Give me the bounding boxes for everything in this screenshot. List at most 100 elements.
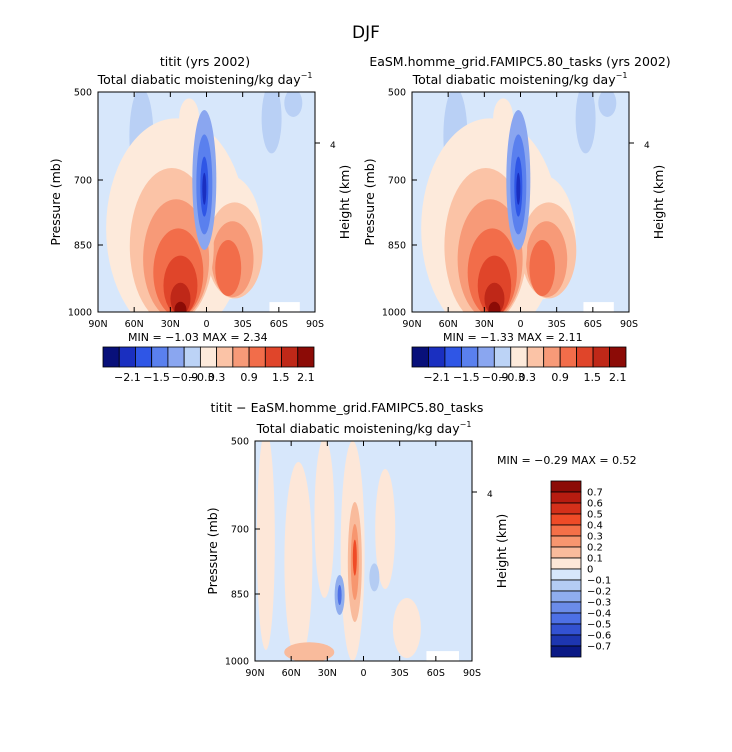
colorbar-tick-label: −0.3 — [498, 371, 525, 384]
panel-2-subtitle-exp: −1 — [616, 71, 628, 80]
colorbar-swatch — [460, 346, 479, 368]
colorbar-swatch — [510, 346, 528, 368]
panel-2-field — [412, 92, 629, 312]
y-tick-label: 500 — [231, 437, 249, 448]
colorbar-swatch — [550, 513, 582, 526]
contour-pos — [484, 282, 505, 312]
contour-neg — [261, 92, 282, 154]
colorbar-tick-label: −1.5 — [453, 371, 480, 384]
panel-1-subtitle-text: Total diabatic moistening/kg day — [97, 72, 302, 87]
colorbar-swatch — [550, 546, 582, 559]
colorbar-tick-label: 0.6 — [587, 499, 603, 510]
contour-pos — [352, 539, 357, 576]
panel-1: titit (yrs 2002) Total diabatic moisteni… — [48, 54, 352, 384]
contour-pos — [529, 240, 556, 296]
colorbar-swatch — [550, 557, 582, 570]
contour-pos — [179, 98, 200, 139]
x-tick-label: 90S — [306, 319, 324, 330]
y-tick-label: 700 — [388, 176, 406, 187]
x-tick-label: 30N — [318, 668, 337, 679]
panel-3-subtitle: Total diabatic moistening/kg day−1 — [256, 420, 472, 436]
panel-3-axis-ticks: 90N 60N 30N 0 30S 60S 90S 500 700 850 1000 — [225, 437, 481, 680]
panel-3-title: titit − EaSM.homme_grid.FAMIPC5.80_tasks — [211, 400, 484, 415]
panel-1-title: titit (yrs 2002) — [160, 54, 250, 69]
x-tick-label: 30N — [475, 319, 494, 330]
colorbar-tick-label: 0.3 — [208, 371, 226, 384]
colorbar-tick-label: 0.1 — [587, 554, 603, 565]
colorbar-tick-label: −0.3 — [188, 371, 215, 384]
contour-neg — [575, 92, 596, 154]
colorbar-swatch — [550, 601, 582, 614]
panel-2-stats: MIN = −1.33 MAX = 2.11 — [443, 331, 583, 344]
colorbar-tick-label: −0.3 — [587, 598, 611, 609]
contour-pos — [493, 98, 514, 139]
colorbar-tick-label: 0.4 — [587, 521, 603, 532]
panel-3-stats: MIN = −0.29 MAX = 0.52 — [497, 454, 637, 467]
y-tick-label: 1000 — [225, 657, 249, 668]
colorbar-swatch — [550, 623, 582, 636]
y-tick-label: 700 — [231, 525, 249, 536]
x-tick-label: 30S — [234, 319, 252, 330]
panel-1-y2-tick-label: 4 — [330, 141, 336, 151]
colorbar-swatch — [151, 346, 169, 368]
x-tick-label: 90S — [620, 319, 638, 330]
colorbar-tick-label: 0.5 — [587, 510, 603, 521]
panel-2: EaSM.homme_grid.FAMIPC5.80_tasks (yrs 20… — [362, 54, 671, 384]
contour-pos — [170, 282, 191, 312]
contour-pos — [375, 469, 396, 589]
x-tick-label: 90N — [245, 668, 264, 679]
colorbar-tick-label: −0.5 — [587, 620, 611, 631]
y-tick-label: 1000 — [382, 308, 406, 319]
panel-3-subtitle-exp: −1 — [460, 420, 472, 429]
panel-3-colorbar: 0.70.60.50.40.30.20.10−0.1−0.2−0.3−0.4−0… — [550, 480, 611, 658]
colorbar-swatch — [248, 346, 266, 368]
missing-data — [426, 651, 459, 661]
x-tick-label: 60N — [439, 319, 458, 330]
panel-2-y2label: Height (km) — [651, 165, 666, 239]
contour-neg — [202, 172, 207, 205]
colorbar-swatch — [216, 346, 234, 368]
colorbar-tick-label: 0.9 — [240, 371, 258, 384]
x-tick-label: 60S — [427, 668, 445, 679]
colorbar-swatch — [167, 346, 185, 368]
colorbar-tick-label: 0.7 — [587, 488, 603, 499]
colorbar-swatch — [281, 346, 299, 368]
colorbar-swatch — [576, 346, 594, 368]
panel-1-colorbar: −2.1 −1.5 −0.9−0.30.3 0.9 1.5 2.1 — [102, 346, 315, 384]
contour-neg — [516, 172, 521, 205]
contour-pos — [215, 240, 242, 296]
panel-2-subtitle: Total diabatic moistening/kg day−1 — [412, 71, 628, 87]
y-tick-label: 850 — [388, 241, 406, 252]
panel-3: titit − EaSM.homme_grid.FAMIPC5.80_tasks… — [205, 400, 637, 679]
colorbar-tick-label: −2.1 — [423, 371, 450, 384]
panel-3-y2-tick-label: 4 — [487, 490, 493, 500]
contour-pos — [284, 642, 335, 661]
colorbar-swatch — [232, 346, 250, 368]
colorbar-swatch — [493, 346, 512, 368]
colorbar-swatch — [135, 346, 153, 368]
x-tick-label: 60S — [270, 319, 288, 330]
colorbar-swatch — [550, 612, 582, 625]
colorbar-swatch — [411, 346, 429, 368]
missing-data — [583, 302, 614, 312]
panel-2-title: EaSM.homme_grid.FAMIPC5.80_tasks (yrs 20… — [369, 54, 670, 69]
colorbar-swatch — [550, 645, 582, 658]
x-tick-label: 60S — [584, 319, 602, 330]
colorbar-swatch — [199, 346, 218, 368]
contour-pos — [314, 441, 335, 598]
y-tick-label: 850 — [74, 241, 92, 252]
colorbar-swatch — [559, 346, 578, 368]
x-tick-label: 0 — [360, 668, 366, 679]
panel-2-ylabel: Pressure (mb) — [362, 158, 377, 245]
panel-2-axis-ticks: 90N 60N 30N 0 30S 60S 90S 500 700 850 1000 — [382, 88, 638, 331]
panel-3-ylabel: Pressure (mb) — [205, 507, 220, 594]
colorbar-swatch — [102, 346, 120, 368]
colorbar-swatch — [543, 346, 561, 368]
colorbar-tick-label: −0.9 — [172, 371, 199, 384]
field-contours — [255, 441, 472, 661]
colorbar-tick-label: −0.9 — [482, 371, 509, 384]
x-tick-label: 90S — [463, 668, 481, 679]
panel-3-subtitle-text: Total diabatic moistening/kg day — [256, 421, 461, 436]
missing-data — [269, 302, 300, 312]
